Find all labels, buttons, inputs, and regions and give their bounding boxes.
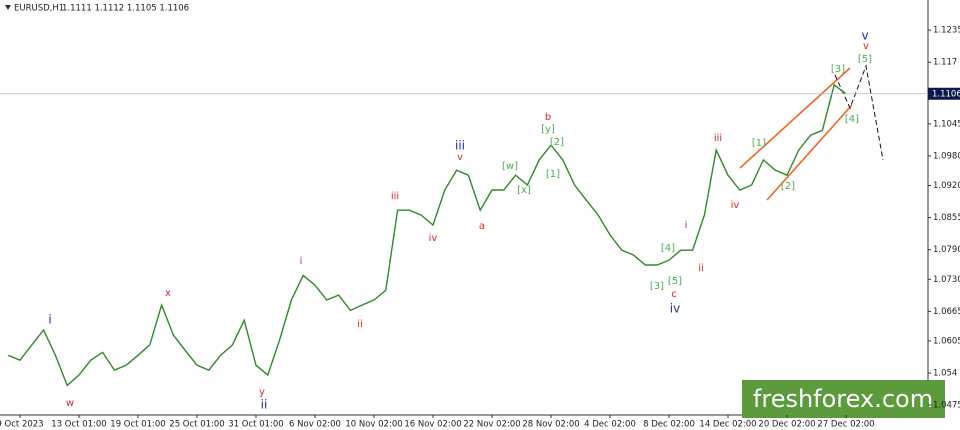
wave-label: [2] xyxy=(550,137,564,148)
wave-label: [3] xyxy=(650,281,664,292)
wave-label: b xyxy=(545,112,551,123)
channel-upper xyxy=(739,67,851,169)
symbol-arrow xyxy=(5,5,11,10)
current-price-label: 1.1106 xyxy=(932,89,960,99)
x-tick-label: 13 Oct 01:00 xyxy=(51,420,106,430)
x-tick-label: 22 Nov 02:00 xyxy=(463,420,520,430)
y-tick-label: 1.1045 xyxy=(933,119,960,129)
x-tick-label: 25 Oct 01:00 xyxy=(169,420,224,430)
x-tick-label: 6 Nov 02:00 xyxy=(289,420,341,430)
quote: 1.1111 1.1112 1.1105 1.1106 xyxy=(62,4,189,14)
wave-label: v xyxy=(457,152,463,163)
wave-label: [4] xyxy=(661,243,675,254)
wave-label: [5] xyxy=(668,276,682,287)
wave-label: y xyxy=(259,387,265,398)
y-tick-label: 1.117 xyxy=(933,58,957,68)
price-line xyxy=(7,83,847,387)
watermark: freshforex.com xyxy=(753,385,933,413)
wave-label: w xyxy=(66,398,74,409)
y-tick-label: 1.0475 xyxy=(933,401,960,411)
wave-label: [4] xyxy=(845,114,859,125)
x-tick-label: 16 Nov 02:00 xyxy=(404,420,461,430)
y-tick-label: 1.0605 xyxy=(933,336,960,346)
channel-lower xyxy=(766,104,853,201)
x-tick-label: 8 Dec 02:00 xyxy=(643,420,695,430)
wave-label: ii xyxy=(357,319,363,330)
watermark-box xyxy=(742,380,945,418)
x-tick-label: 9 Oct 2023 xyxy=(0,420,44,430)
wave-label: v xyxy=(861,29,868,43)
wave-label: [2] xyxy=(781,181,795,192)
wave-label: ii xyxy=(698,263,704,274)
y-tick-label: 1.0730 xyxy=(933,275,960,285)
wave-label: [1] xyxy=(752,138,766,149)
y-tick-label: 1.054 xyxy=(933,369,957,379)
wave-label: c xyxy=(671,289,677,300)
wave-label: i xyxy=(48,313,51,327)
wave-label: [x] xyxy=(517,185,531,196)
x-tick-label: 27 Dec 02:00 xyxy=(817,420,874,430)
wave-label: iv xyxy=(731,200,740,211)
symbol: EURUSD,H1 xyxy=(14,4,64,14)
wave-label: x xyxy=(165,288,171,299)
x-tick-label: 31 Oct 01:00 xyxy=(228,420,283,430)
x-tick-label: 19 Oct 01:00 xyxy=(110,420,165,430)
y-tick-label: 1.0790 xyxy=(933,245,960,255)
x-tick-label: 10 Nov 02:00 xyxy=(345,420,402,430)
wave-label: iii xyxy=(714,133,722,144)
wave-label: i xyxy=(685,220,688,231)
wave-label: iii xyxy=(455,139,465,153)
wave-label: iii xyxy=(391,191,399,202)
current-price-box xyxy=(928,87,960,100)
y-tick-label: 1.0855 xyxy=(933,213,960,223)
wave-label: [y] xyxy=(541,124,555,135)
y-tick-label: 1.0980 xyxy=(933,151,960,161)
wave-label: a xyxy=(479,221,485,232)
y-tick-label: 1.0920 xyxy=(933,181,960,191)
wave-label: [5] xyxy=(858,54,872,65)
wave-label: ii xyxy=(261,398,268,412)
wave-label: v xyxy=(863,41,869,52)
y-tick-label: 1.0665 xyxy=(933,307,960,317)
x-tick-label: 4 Dec 02:00 xyxy=(584,420,636,430)
wave-label: i xyxy=(300,256,303,267)
wave-label: iv xyxy=(670,302,680,316)
wave-label: [w] xyxy=(502,161,518,172)
x-tick-label: 20 Dec 02:00 xyxy=(758,420,815,430)
x-tick-label: 28 Nov 02:00 xyxy=(522,420,579,430)
x-tick-label: 14 Dec 02:00 xyxy=(699,420,756,430)
y-tick-label: 1.1235 xyxy=(933,26,960,36)
wave-label: [3] xyxy=(831,64,845,75)
wave-label: iv xyxy=(429,233,438,244)
wave-label: [1] xyxy=(546,169,560,180)
